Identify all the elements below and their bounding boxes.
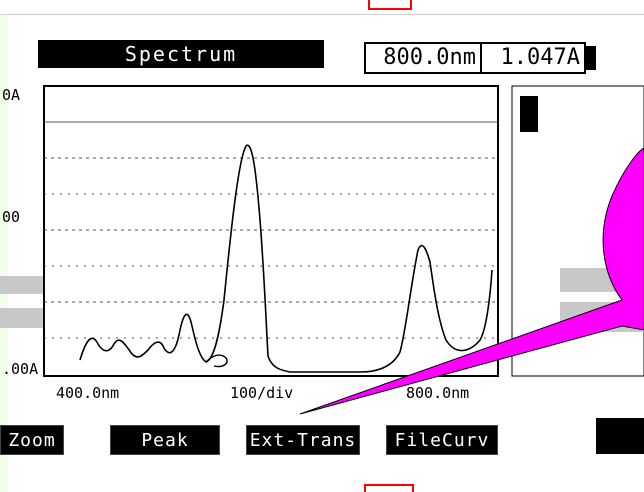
y-axis-top-label: 0A [2, 86, 21, 104]
right-panel-button [596, 418, 644, 454]
bottom-center-marker [364, 484, 414, 492]
plot-gridlines [44, 121, 498, 339]
top-center-marker [368, 0, 412, 10]
ext-trans-button[interactable]: Ext-Trans [246, 425, 360, 455]
x-axis-left-label: 400.0nm [56, 384, 120, 402]
absorbance-readout: 1.047A [480, 42, 586, 74]
top-bezel [0, 0, 644, 15]
magenta-callout [299, 147, 644, 415]
readout-indicator [586, 46, 596, 70]
y-axis-bottom-label: .00A [2, 360, 39, 378]
left-grey-strip-lower [0, 308, 44, 328]
wavelength-value: 800.0nm [383, 45, 476, 70]
x-axis-right-label: 800.0nm [406, 384, 470, 402]
right-panel-block [520, 96, 538, 132]
spectrum-trace [79, 144, 493, 373]
spectrum-trace-loop [205, 354, 228, 368]
left-bezel [0, 0, 8, 492]
absorbance-value: 1.047A [500, 45, 580, 70]
filecurv-button[interactable]: FileCurv [386, 425, 498, 455]
spectrum-title: Spectrum [124, 42, 238, 66]
right-panel-frame [511, 85, 644, 377]
plot-frame [43, 85, 499, 377]
spectrum-title-bar: Spectrum [38, 40, 324, 68]
x-axis-center-label: 100/div [230, 384, 294, 402]
y-axis-mid-label: 00 [2, 208, 21, 226]
zoom-button[interactable]: Zoom [0, 425, 64, 455]
peak-button[interactable]: Peak [110, 425, 220, 455]
left-grey-strip-upper [0, 276, 44, 294]
